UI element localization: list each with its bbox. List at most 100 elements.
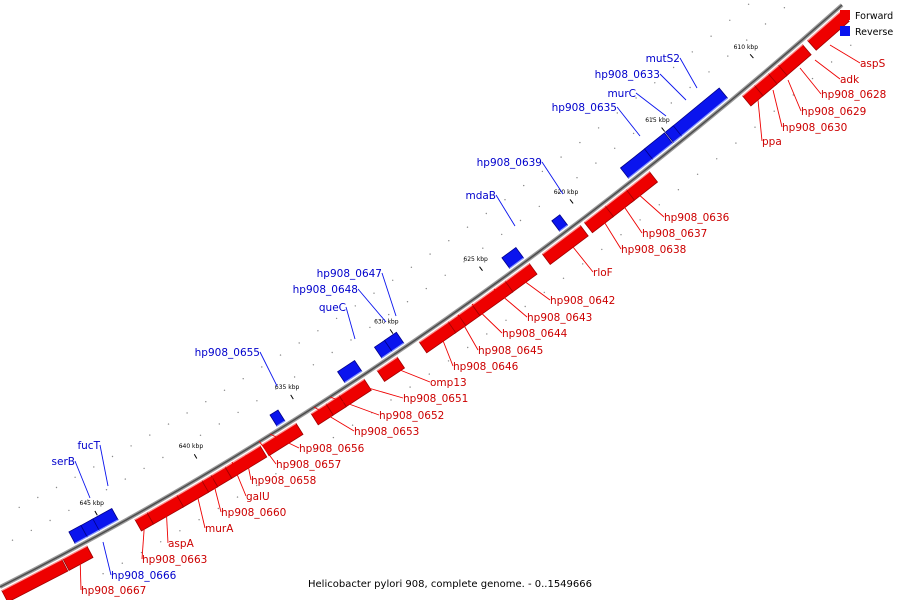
gene-label-hp908-0653: hp908_0653 <box>354 426 419 438</box>
gene-label-mura: murA <box>205 523 234 535</box>
grid-dot <box>672 66 675 69</box>
grid-dot <box>635 97 637 99</box>
gene-label-asps: aspS <box>860 58 886 70</box>
gene-block-edge <box>418 321 449 343</box>
gene-label-murc: murC <box>607 88 636 100</box>
grid-dot <box>242 378 244 380</box>
leader-line <box>357 384 404 399</box>
grid-dot <box>261 366 263 368</box>
leader-line <box>616 106 641 137</box>
grid-dot <box>747 3 750 5</box>
grid-dot <box>160 541 162 543</box>
gene-label-hp908-0628: hp908_0628 <box>821 89 886 101</box>
grid-dot <box>186 412 188 414</box>
leader-line <box>165 504 169 544</box>
grid-dot <box>429 253 431 255</box>
grid-dot <box>562 277 565 279</box>
kbp-tick-label: 635 kbp <box>275 384 300 391</box>
gene-block-edge <box>504 263 530 283</box>
grid-dot <box>654 82 656 84</box>
grid-dot <box>746 39 748 41</box>
leader-line <box>572 246 594 273</box>
grid-dot <box>582 263 584 265</box>
grid-dot <box>850 44 852 46</box>
gene-label-hp908-0648: hp908_0648 <box>293 284 358 296</box>
kbp-tick-label: 640 kbp <box>179 443 204 450</box>
grid-dot <box>677 189 680 191</box>
grid-dot <box>140 551 143 554</box>
kbp-tick <box>661 127 666 132</box>
legend: Forward Reverse <box>840 10 893 38</box>
gene-block-edge <box>74 536 88 544</box>
grid-dot <box>130 445 132 447</box>
leader-line <box>313 406 355 432</box>
grid-dot <box>696 173 699 175</box>
gene-label-hp908-0636: hp908_0636 <box>664 212 730 224</box>
gene-label-hp908-0658: hp908_0658 <box>251 475 316 487</box>
grid-dot <box>830 61 833 63</box>
grid-dot <box>710 35 712 37</box>
grid-dot <box>716 158 718 160</box>
grid-dot <box>313 449 315 451</box>
gene-block-edge <box>604 189 627 208</box>
gene-block-edge <box>628 158 653 179</box>
gene-block-edge <box>276 420 286 427</box>
leader-line <box>787 79 802 112</box>
kbp-tick-label: 615 kbp <box>645 117 670 124</box>
gene-label-hp908-0633: hp908_0633 <box>595 69 660 81</box>
kbp-tick <box>94 510 98 516</box>
grid-dot <box>524 305 526 308</box>
leader-line <box>622 204 643 234</box>
grid-dot <box>504 199 506 201</box>
grid-dot <box>538 205 540 208</box>
gene-label-aspa: aspA <box>168 538 195 550</box>
gene-label-quec: queC <box>319 302 346 314</box>
grid-dot <box>275 388 277 390</box>
kbp-tick <box>749 53 754 59</box>
grid-dot <box>448 240 450 242</box>
grid-dot <box>121 562 124 564</box>
grid-dot <box>410 266 413 268</box>
grid-dot <box>275 473 277 475</box>
grid-dot <box>428 373 430 375</box>
leader-line <box>394 367 431 383</box>
gene-block-edge <box>134 512 148 521</box>
kbp-tick <box>479 266 483 272</box>
gene-block-edge <box>210 466 226 477</box>
gene-blocks <box>1 10 850 600</box>
grid-dot <box>293 376 296 378</box>
gene-block-edge <box>584 205 606 223</box>
leader-line <box>493 288 528 318</box>
grid-dot <box>68 509 70 512</box>
gene-label-hp908-0644: hp908_0644 <box>502 328 568 340</box>
grid-dot <box>102 573 104 575</box>
grid-dot <box>482 247 484 249</box>
gene-block-edge <box>652 142 673 160</box>
grid-dot <box>620 234 622 236</box>
leader-line <box>195 489 206 529</box>
gene-block-edge <box>175 480 203 497</box>
grid-dot <box>335 317 338 320</box>
kbp-tick-label: 645 kbp <box>80 500 105 507</box>
leader-line <box>357 288 387 323</box>
grid-dot <box>373 292 375 294</box>
kbp-tick <box>569 199 574 204</box>
grid-dot <box>651 117 654 119</box>
gene-label-hp908-0655: hp908_0655 <box>195 347 260 359</box>
leader-line <box>381 272 397 317</box>
gene-block-edge <box>446 314 459 324</box>
grid-dot <box>30 529 32 532</box>
grid-dot <box>256 400 258 402</box>
grid-dot <box>332 436 335 439</box>
grid-dot <box>773 110 775 112</box>
grid-dot <box>74 476 76 478</box>
gene-label-mdab: mdaB <box>465 190 496 202</box>
gene-label-serb: serB <box>52 456 75 468</box>
grid-dot <box>392 279 394 281</box>
leader-line <box>141 516 146 560</box>
grid-dot <box>181 445 183 448</box>
grid-dot <box>735 142 737 144</box>
grid-dot <box>576 177 578 179</box>
gene-block-edge <box>62 545 88 560</box>
grid-dot <box>729 19 731 21</box>
